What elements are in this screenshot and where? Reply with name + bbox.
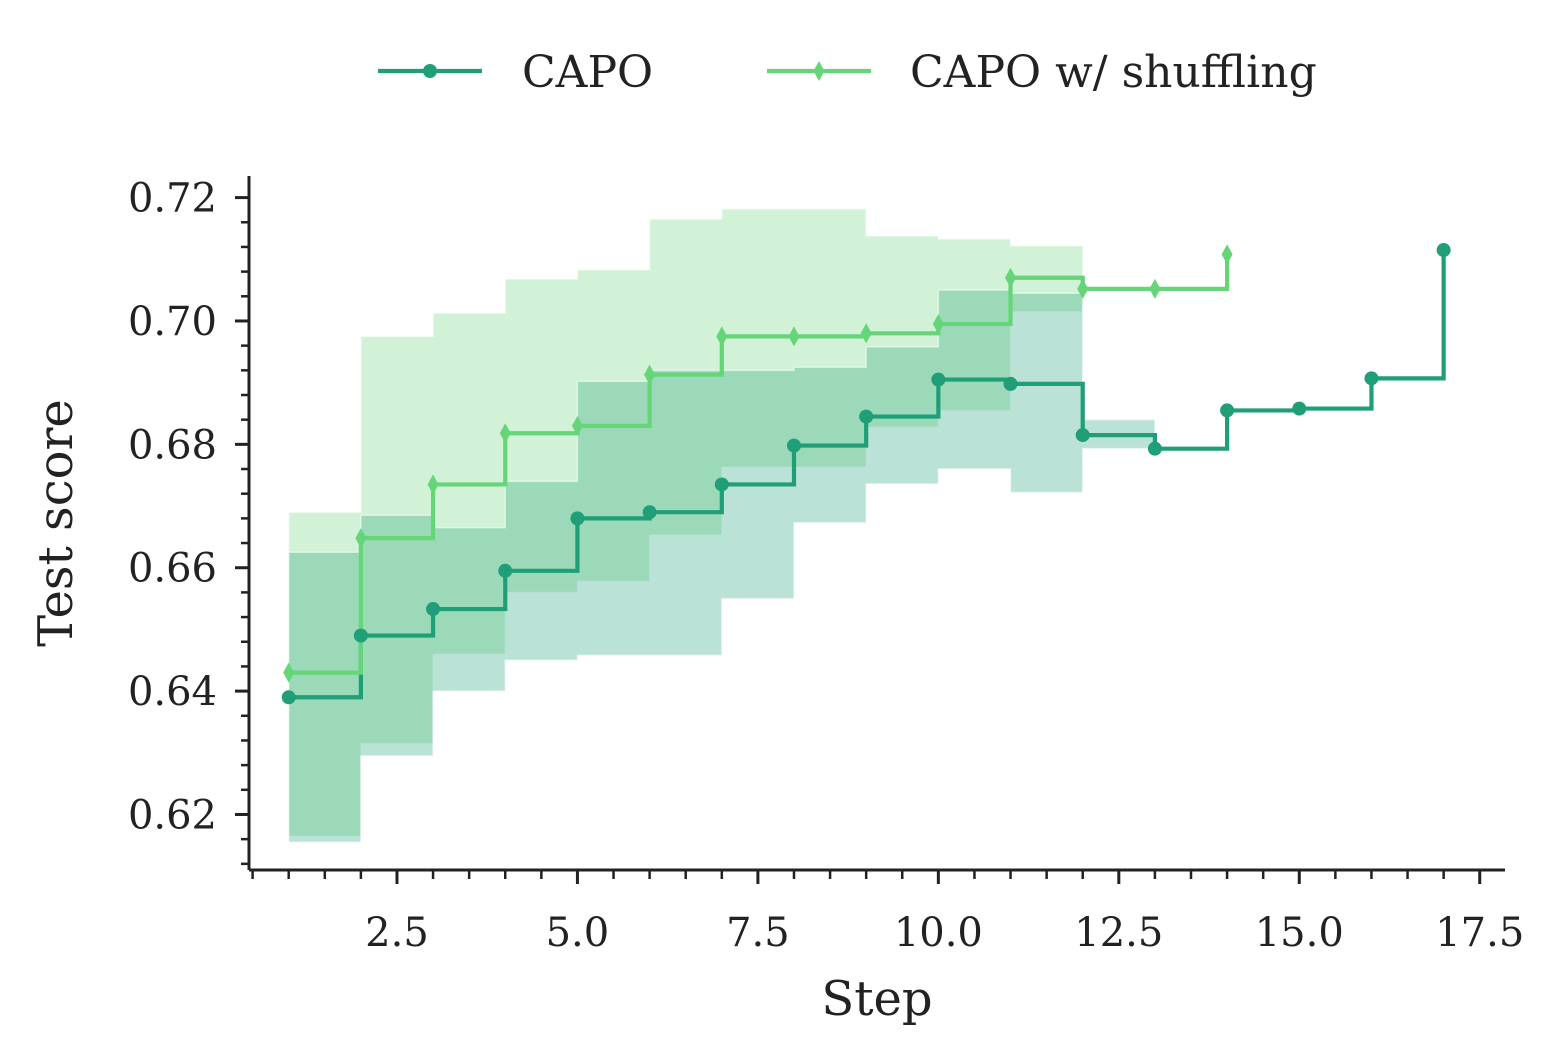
y-tick-label: 0.72 bbox=[128, 176, 217, 222]
point-capo-shuffling bbox=[1005, 267, 1017, 288]
point-capo bbox=[1436, 243, 1451, 258]
point-capo bbox=[1292, 401, 1307, 416]
ticks: 0.62 0.64 0.66 0.68 0.70 0.72 2.5 5.0 7.5 10.0 12.… bbox=[128, 176, 1524, 956]
x-axis-title: Step bbox=[821, 971, 932, 1027]
point-capo bbox=[1220, 403, 1235, 418]
point-capo-shuffling bbox=[499, 423, 511, 444]
point-capo-shuffling bbox=[788, 326, 800, 347]
point-capo bbox=[281, 690, 296, 705]
point-capo bbox=[714, 477, 729, 492]
x-tick-label: 12.5 bbox=[1074, 910, 1163, 956]
point-capo bbox=[498, 563, 513, 578]
point-capo-shuffling bbox=[1077, 278, 1089, 299]
point-capo bbox=[786, 438, 801, 453]
point-capo-shuffling bbox=[860, 323, 872, 344]
y-tick-label: 0.66 bbox=[128, 546, 217, 592]
point-capo-shuffling bbox=[427, 474, 439, 495]
x-tick-label: 5.0 bbox=[546, 910, 610, 956]
legend-marker-capo bbox=[423, 64, 437, 78]
x-tick-label: 7.5 bbox=[726, 910, 790, 956]
y-tick-label: 0.70 bbox=[128, 299, 217, 345]
axes bbox=[247, 176, 1505, 872]
y-tick-label: 0.62 bbox=[128, 792, 217, 838]
legend-label-capo: CAPO bbox=[522, 47, 653, 98]
point-capo bbox=[1003, 376, 1018, 391]
point-capo bbox=[859, 409, 874, 424]
point-capo bbox=[931, 372, 946, 387]
legend: CAPO CAPO w/ shuffling bbox=[378, 47, 1317, 98]
x-tick-label: 15.0 bbox=[1255, 910, 1344, 956]
confidence-bands bbox=[287, 207, 1156, 843]
point-capo-shuffling bbox=[571, 415, 583, 436]
x-tick-label: 2.5 bbox=[365, 910, 429, 956]
legend-marker-capo-shuffling bbox=[813, 61, 825, 81]
point-capo-shuffling bbox=[1221, 244, 1233, 265]
point-capo bbox=[426, 602, 441, 617]
point-capo-shuffling bbox=[716, 326, 728, 347]
x-tick-label: 10.0 bbox=[894, 910, 983, 956]
point-capo-shuffling bbox=[1149, 278, 1161, 299]
y-tick-label: 0.68 bbox=[128, 422, 217, 468]
point-capo-shuffling bbox=[355, 528, 367, 549]
legend-label-capo-shuffling: CAPO w/ shuffling bbox=[910, 47, 1317, 98]
point-capo bbox=[642, 505, 657, 520]
series-markers bbox=[281, 243, 1451, 705]
point-capo bbox=[353, 628, 368, 643]
point-capo-shuffling bbox=[932, 314, 944, 335]
y-tick-label: 0.64 bbox=[128, 669, 217, 715]
point-capo bbox=[570, 511, 585, 526]
point-capo bbox=[1147, 441, 1162, 456]
point-capo-shuffling bbox=[644, 364, 656, 385]
y-axis-title: Test score bbox=[28, 399, 84, 647]
x-tick-label: 17.5 bbox=[1435, 910, 1524, 956]
point-capo-shuffling bbox=[283, 662, 295, 683]
point-capo bbox=[1364, 371, 1379, 386]
point-capo bbox=[1075, 428, 1090, 443]
